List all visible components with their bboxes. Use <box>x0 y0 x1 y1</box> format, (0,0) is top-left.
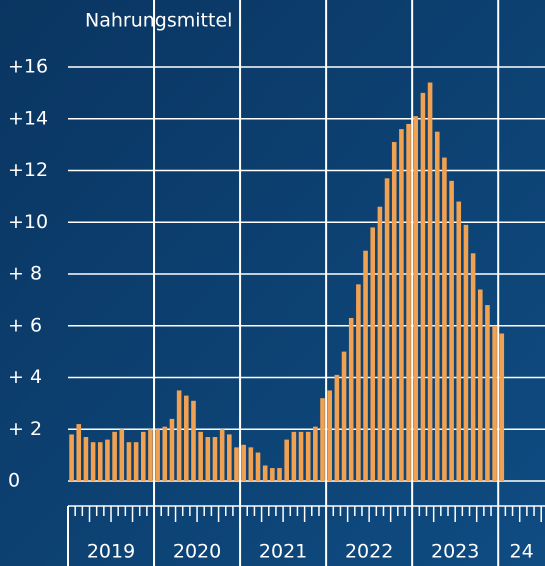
bar <box>76 424 82 481</box>
bar <box>477 289 483 481</box>
bar <box>356 284 361 481</box>
bar <box>126 442 132 481</box>
bar <box>155 429 160 481</box>
bar <box>449 180 454 481</box>
bar <box>97 442 103 481</box>
bar <box>363 250 368 481</box>
y-tick-label: +10 <box>8 211 48 233</box>
bar <box>341 351 347 481</box>
bar <box>248 447 254 481</box>
bar <box>320 398 325 481</box>
bar <box>442 157 447 481</box>
bar <box>227 434 232 481</box>
bar <box>492 325 497 481</box>
bar <box>334 374 340 481</box>
bar <box>434 131 440 481</box>
bar <box>148 429 153 481</box>
bar <box>262 465 268 481</box>
bar <box>162 426 168 481</box>
bar <box>377 206 383 481</box>
bar <box>255 452 261 481</box>
y-tick-label: +12 <box>8 159 48 181</box>
bar <box>119 429 125 481</box>
bar <box>313 426 318 481</box>
y-tick-label: + 8 <box>8 263 42 285</box>
y-tick-label: + 2 <box>8 418 42 440</box>
bar <box>69 434 74 481</box>
bar <box>406 123 411 482</box>
y-tick-label: +14 <box>8 107 48 129</box>
bar <box>370 227 376 481</box>
bar <box>198 431 203 481</box>
bar <box>105 439 110 481</box>
bar <box>234 447 239 481</box>
bar <box>470 253 476 481</box>
bar <box>327 390 333 481</box>
bar <box>413 116 419 481</box>
x-tick-label: 2023 <box>431 541 479 563</box>
bar <box>205 437 211 481</box>
bar <box>133 442 139 481</box>
bar <box>427 82 433 482</box>
x-tick-label: 2022 <box>345 541 393 563</box>
bar <box>277 468 282 481</box>
y-tick-label: +16 <box>8 56 48 78</box>
bar <box>112 431 117 481</box>
bar <box>169 418 175 481</box>
bar <box>140 431 146 481</box>
bar <box>305 431 311 481</box>
bar <box>184 395 189 481</box>
bar <box>463 224 469 481</box>
bar <box>191 400 196 481</box>
y-tick-label: + 6 <box>8 314 42 336</box>
bar <box>284 439 289 481</box>
bar <box>485 305 490 481</box>
y-tick-label: 0 <box>8 470 20 492</box>
bar <box>456 201 462 482</box>
bar <box>241 444 246 481</box>
bar <box>384 178 390 481</box>
bar <box>83 437 89 481</box>
y-tick-label: + 4 <box>8 366 42 388</box>
bar <box>298 431 304 481</box>
bar <box>348 317 354 481</box>
bar <box>212 437 218 481</box>
bar <box>219 429 225 481</box>
bar <box>420 92 426 481</box>
x-tick-label: 2019 <box>87 541 135 563</box>
bar <box>90 442 96 481</box>
chart-title: Nahrungsmittel <box>85 10 232 32</box>
x-tick-label: 24 <box>510 541 534 563</box>
bar <box>291 431 297 481</box>
x-tick-label: 2020 <box>173 541 221 563</box>
bar <box>176 390 182 481</box>
bar <box>391 142 397 481</box>
bar <box>499 333 505 481</box>
bar <box>399 129 404 481</box>
bar <box>270 468 275 481</box>
x-tick-label: 2021 <box>259 541 307 563</box>
